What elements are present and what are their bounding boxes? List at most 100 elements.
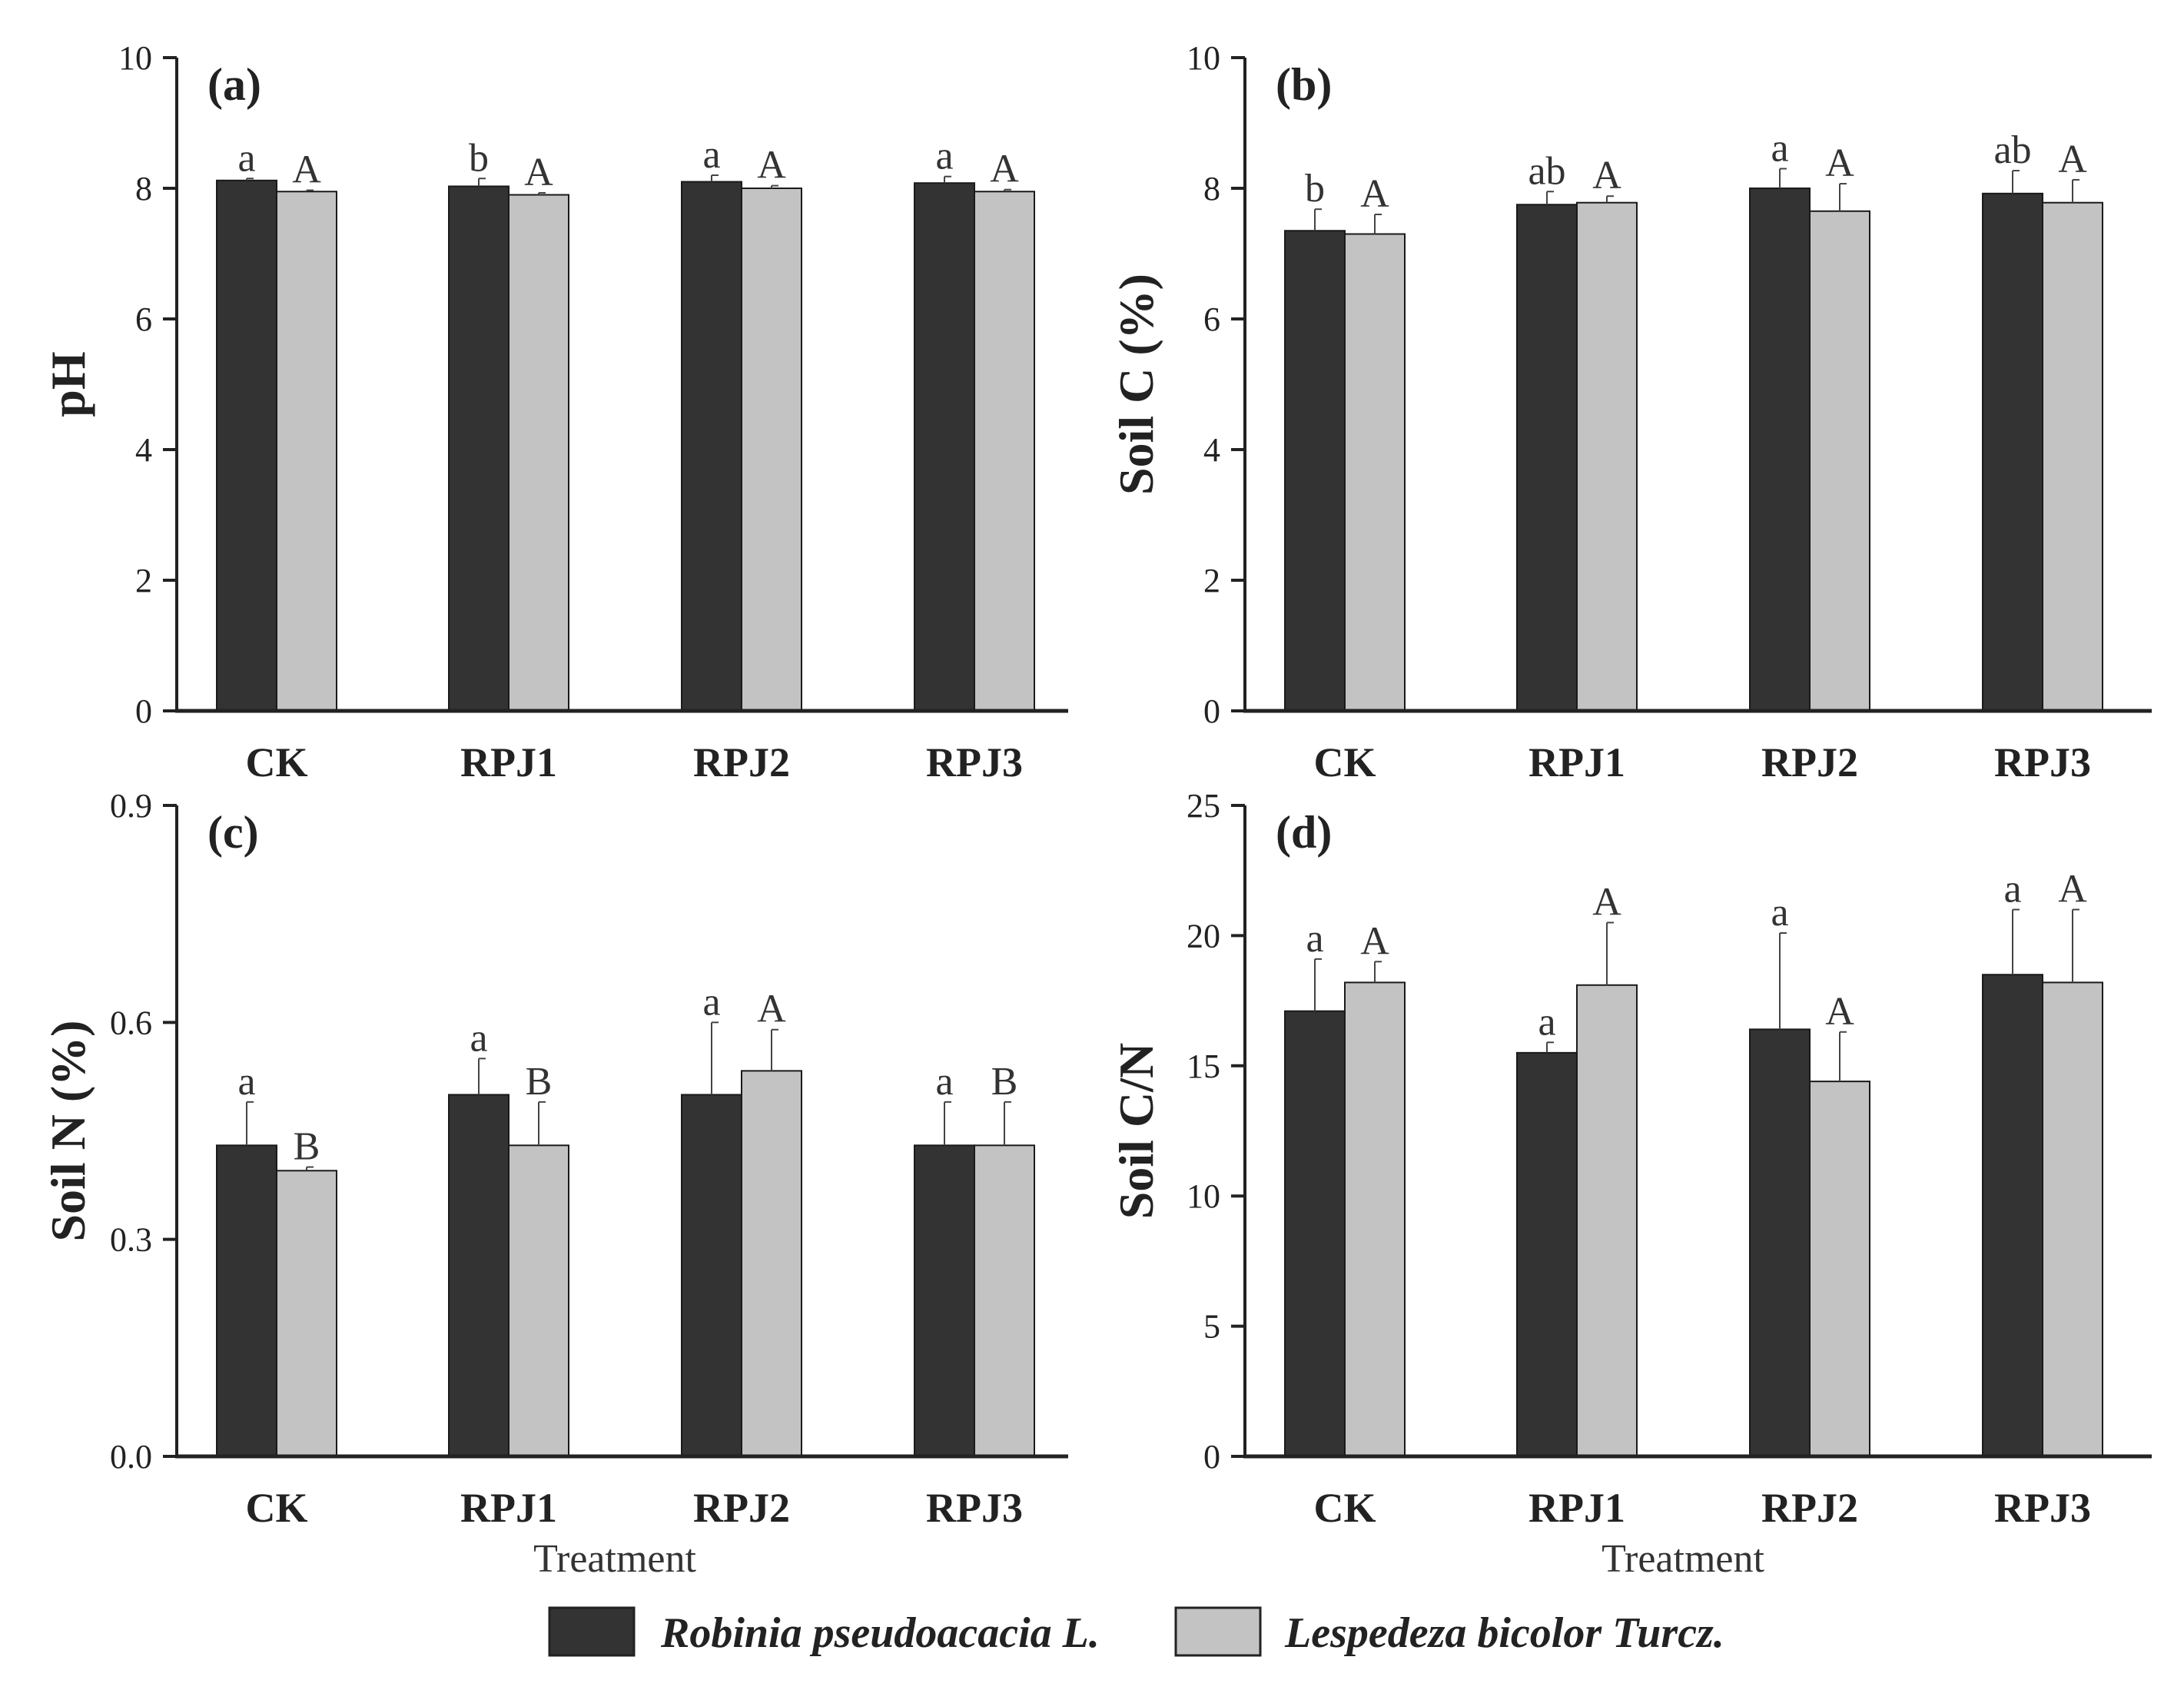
y-tick-label-d: 5 bbox=[1203, 1308, 1220, 1346]
x-tick-label-d-rpj3: RPJ3 bbox=[1994, 1485, 2091, 1531]
sig-letter-a-s2-rpj2: A bbox=[757, 144, 786, 188]
sig-letter-c-s2-rpj2: A bbox=[757, 988, 786, 1031]
bar-d-s2-rpj2 bbox=[1809, 1081, 1870, 1458]
sig-letter-a-s2-rpj1: A bbox=[524, 151, 553, 194]
sig-letter-b-s2-rpj2: A bbox=[1825, 141, 1854, 185]
sig-letter-c-s2-rpj1: B bbox=[526, 1060, 553, 1104]
bar-d-s1-rpj3 bbox=[1982, 974, 2043, 1457]
sig-letter-c-s2-rpj3: B bbox=[991, 1060, 1018, 1104]
sig-letter-a-s1-rpj3: a bbox=[935, 134, 953, 178]
bar-b-s1-rpj2 bbox=[1749, 188, 1811, 712]
sig-letter-c-s1-rpj2: a bbox=[702, 980, 720, 1024]
bar-c-s1-rpj2 bbox=[681, 1094, 742, 1457]
bar-a-s1-ck bbox=[216, 179, 277, 712]
sig-letter-a-s1-rpj1: b bbox=[469, 136, 489, 180]
y-axis-title-d: Soil C/N bbox=[1109, 1043, 1163, 1219]
x-tick-label-b-rpj2: RPJ2 bbox=[1761, 739, 1858, 785]
legend: Robinia pseudoacacia L. Lespedeza bicolo… bbox=[548, 1606, 1724, 1657]
sig-letter-d-s1-ck: a bbox=[1306, 917, 1323, 961]
y-tick-label-b: 10 bbox=[1187, 39, 1220, 77]
bar-b-s2-rpj1 bbox=[1576, 201, 1638, 712]
bar-d-s2-rpj3 bbox=[2042, 981, 2103, 1458]
y-tick-label-a: 8 bbox=[135, 170, 152, 208]
chart-panel-b: b ab a ab A A A A 0 2 4 6 8 10 CK RPJ1 RPJ2 RPJ3 (b) Soil C… bbox=[1109, 39, 2152, 785]
sig-letter-d-s1-rpj3: a bbox=[2003, 868, 2021, 911]
sig-letter-b-s1-rpj1: ab bbox=[1528, 149, 1565, 193]
bar-c-s2-rpj1 bbox=[508, 1144, 569, 1458]
legend-swatch-lespedeza bbox=[1174, 1606, 1262, 1657]
x-tick-label-a-ck: CK bbox=[246, 739, 308, 785]
y-tick-label-a: 6 bbox=[135, 300, 152, 338]
panel-label-a: (a) bbox=[207, 59, 261, 110]
y-tick-label-c: 0.9 bbox=[110, 787, 152, 825]
bar-c-s1-ck bbox=[216, 1144, 277, 1458]
bar-b-s1-ck bbox=[1284, 230, 1346, 712]
bar-d-s1-rpj2 bbox=[1749, 1028, 1811, 1458]
x-tick-label-c-rpj3: RPJ3 bbox=[926, 1485, 1023, 1531]
x-tick-label-d-rpj2: RPJ2 bbox=[1761, 1485, 1858, 1531]
sig-letter-c-s1-ck: a bbox=[237, 1060, 255, 1104]
x-tick-label-a-rpj3: RPJ3 bbox=[926, 739, 1023, 785]
y-tick-label-c: 0.3 bbox=[110, 1221, 152, 1259]
y-tick-label-d: 20 bbox=[1187, 917, 1220, 955]
x-axis-title-c: Treatment bbox=[533, 1537, 696, 1581]
y-tick-label-d: 0 bbox=[1203, 1438, 1220, 1476]
bar-d-s1-rpj1 bbox=[1516, 1051, 1578, 1457]
bar-a-s2-ck bbox=[276, 191, 337, 712]
sig-letter-c-s2-ck: B bbox=[294, 1125, 320, 1169]
y-tick-label-b: 6 bbox=[1203, 300, 1220, 338]
y-tick-label-c: 0.6 bbox=[110, 1004, 152, 1041]
sig-letter-b-s2-ck: A bbox=[1360, 172, 1389, 216]
y-tick-label-a: 10 bbox=[118, 39, 152, 77]
bar-d-s2-ck bbox=[1344, 981, 1406, 1458]
bar-b-s2-ck bbox=[1344, 233, 1406, 712]
bar-c-s2-ck bbox=[276, 1170, 337, 1457]
y-tick-label-b: 0 bbox=[1203, 692, 1220, 730]
sig-letter-a-s1-rpj2: a bbox=[702, 133, 720, 177]
sig-letter-a-s2-rpj3: A bbox=[990, 148, 1019, 191]
sig-letter-a-s2-ck: A bbox=[292, 148, 321, 192]
y-axis-title-a: pH bbox=[41, 351, 95, 417]
x-tick-label-c-rpj2: RPJ2 bbox=[693, 1485, 790, 1531]
sig-letter-d-s2-rpj3: A bbox=[2058, 868, 2087, 911]
bar-d-s1-ck bbox=[1284, 1010, 1346, 1457]
sig-letter-d-s2-rpj1: A bbox=[1592, 880, 1621, 924]
y-tick-label-d: 15 bbox=[1187, 1048, 1220, 1085]
legend-label-lespedeza: Lespedeza bicolor Turcz. bbox=[1284, 1609, 1724, 1657]
sig-letter-d-s1-rpj1: a bbox=[1538, 1000, 1555, 1044]
sig-letter-b-s2-rpj3: A bbox=[2058, 138, 2087, 181]
bar-b-s2-rpj2 bbox=[1809, 210, 1870, 712]
bar-c-s1-rpj3 bbox=[914, 1144, 975, 1458]
bar-a-s1-rpj3 bbox=[914, 182, 975, 712]
y-tick-label-a: 4 bbox=[135, 431, 152, 469]
panel-label-b: (b) bbox=[1276, 59, 1332, 110]
bar-c-s1-rpj1 bbox=[448, 1094, 509, 1457]
panel-label-c: (c) bbox=[207, 807, 259, 858]
x-tick-label-a-rpj1: RPJ1 bbox=[460, 739, 557, 785]
x-tick-label-d-rpj1: RPJ1 bbox=[1528, 1485, 1625, 1531]
bar-c-s2-rpj3 bbox=[974, 1144, 1035, 1458]
y-tick-label-a: 2 bbox=[135, 562, 152, 599]
y-tick-label-c: 0.0 bbox=[110, 1438, 152, 1476]
bar-b-s1-rpj1 bbox=[1516, 204, 1578, 712]
y-tick-label-a: 0 bbox=[135, 692, 152, 730]
sig-letter-a-s1-ck: a bbox=[237, 136, 255, 180]
bar-c-s2-rpj2 bbox=[741, 1070, 802, 1458]
bar-b-s2-rpj3 bbox=[2042, 201, 2103, 712]
x-tick-label-a-rpj2: RPJ2 bbox=[693, 739, 790, 785]
sig-letter-b-s1-rpj3: ab bbox=[1993, 128, 2031, 172]
sig-letter-b-s1-rpj2: a bbox=[1771, 127, 1788, 171]
x-axis-title-d: Treatment bbox=[1601, 1537, 1764, 1581]
sig-letter-c-s1-rpj1: a bbox=[470, 1016, 487, 1060]
x-tick-label-d-ck: CK bbox=[1314, 1485, 1376, 1531]
sig-letter-d-s1-rpj2: a bbox=[1771, 891, 1788, 935]
y-axis-title-b: Soil C (%) bbox=[1109, 274, 1163, 495]
x-tick-label-b-rpj3: RPJ3 bbox=[1994, 739, 2091, 785]
y-tick-label-b: 4 bbox=[1203, 431, 1220, 469]
legend-label-robinia: Robinia pseudoacacia L. bbox=[660, 1609, 1100, 1657]
bar-a-s2-rpj3 bbox=[974, 191, 1035, 712]
